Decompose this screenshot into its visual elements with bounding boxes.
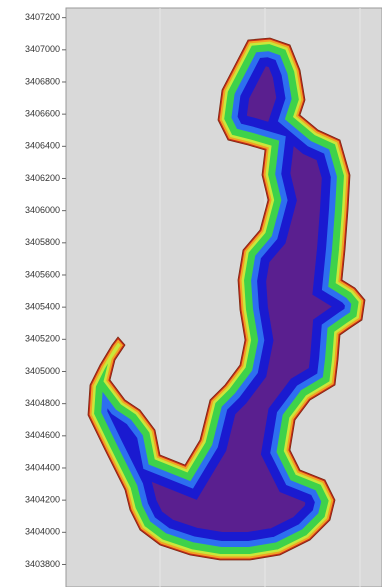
y-tick-label: 3404600 (25, 430, 60, 440)
y-tick-label: 3405800 (25, 237, 60, 247)
y-tick-label: 3406200 (25, 173, 60, 183)
y-tick-label: 3406800 (25, 76, 60, 86)
y-tick-label: 3404000 (25, 527, 60, 537)
y-tick-label: 3405000 (25, 366, 60, 376)
y-tick-label: 3406400 (25, 141, 60, 151)
y-tick-label: 3405200 (25, 334, 60, 344)
y-tick-label: 3403800 (25, 559, 60, 569)
page: 3407200 3407000 3406800 3406600 3406400 34062… (0, 0, 382, 587)
map-view: 3407200 3407000 3406800 3406600 3406400 34062… (0, 0, 382, 587)
y-tick-label: 3407200 (25, 12, 60, 22)
y-axis: 3407200 3407000 3406800 3406600 3406400 34062… (25, 12, 66, 569)
y-tick-label: 3404800 (25, 398, 60, 408)
y-tick-label: 3406000 (25, 205, 60, 215)
y-tick-label: 3405600 (25, 269, 60, 279)
y-tick-label: 3406600 (25, 109, 60, 119)
y-tick-label: 3404400 (25, 462, 60, 472)
y-tick-label: 3405400 (25, 302, 60, 312)
y-tick-label: 3407000 (25, 44, 60, 54)
y-tick-label: 3404200 (25, 495, 60, 505)
